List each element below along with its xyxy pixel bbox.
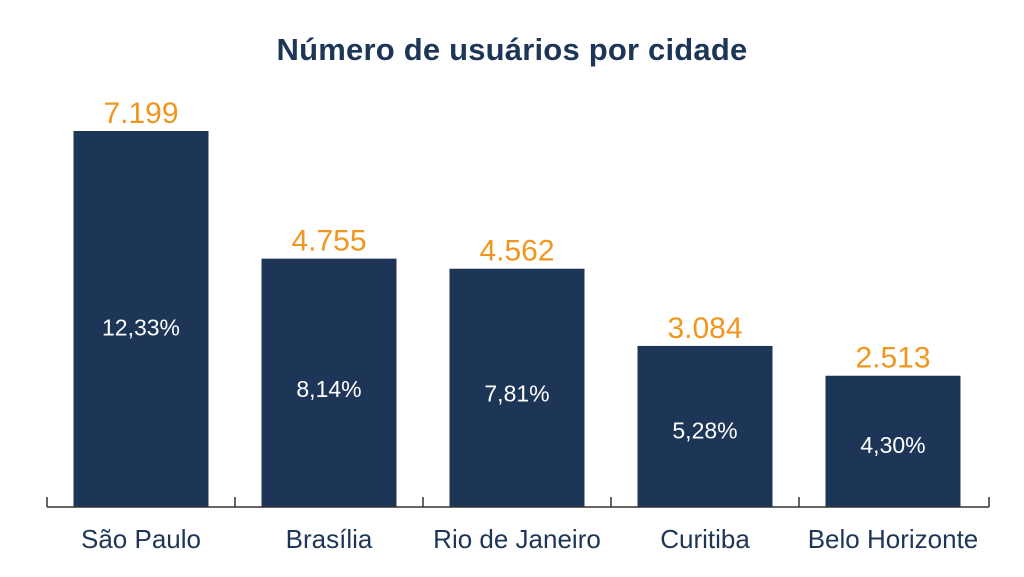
category-label-1: Brasília: [286, 524, 373, 554]
percent-label-0: 12,33%: [102, 315, 180, 341]
bar-1: [261, 258, 397, 507]
value-label-3: 3.084: [667, 312, 742, 345]
category-label-2: Rio de Janeiro: [433, 524, 601, 554]
bar-3: [637, 345, 773, 507]
percent-label-3: 5,28%: [672, 418, 737, 444]
chart-title: Número de usuários por cidade: [276, 32, 748, 67]
percent-label-4: 4,30%: [860, 432, 925, 458]
category-label-3: Curitiba: [660, 524, 750, 554]
bars-group: 7.199 12,33% 4.755 8,14% 4.562 7,81% 3.084 5,28…: [73, 97, 961, 507]
percent-label-2: 7,81%: [484, 381, 549, 407]
value-label-2: 4.562: [479, 235, 554, 268]
bar-4: [825, 375, 961, 507]
x-axis: São Paulo Brasília Rio de Janeiro Curitiba B…: [46, 497, 990, 554]
percent-label-1: 8,14%: [296, 376, 361, 402]
value-label-0: 7.199: [103, 97, 178, 130]
bar-0: [73, 131, 209, 507]
value-label-4: 2.513: [855, 342, 930, 375]
category-label-4: Belo Horizonte: [808, 524, 979, 554]
category-label-0: São Paulo: [81, 524, 201, 554]
bar-2: [449, 268, 585, 507]
value-label-1: 4.755: [291, 225, 366, 258]
